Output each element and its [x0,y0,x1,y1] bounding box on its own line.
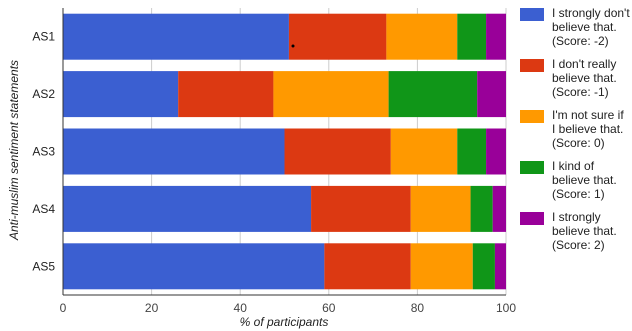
y-tick-label: AS3 [32,145,55,159]
bar-segment [63,186,311,232]
bar-segment [63,14,289,60]
x-tick-label: 40 [234,301,248,315]
legend-item: I kind of believe that. (Score: 1) [520,159,632,201]
x-tick-labels: 0 20 40 60 80 100 [60,301,517,315]
bar-segment [493,186,506,232]
legend-item: I'm not sure if I believe that. (Score: … [520,108,632,150]
bar-segment [471,186,493,232]
legend-label: I kind of believe that. (Score: 1) [552,159,617,201]
x-tick-label: 60 [322,301,336,315]
legend-swatch [520,8,544,21]
legend: I strongly don't believe that. (Score: -… [520,6,632,261]
bar-segment [178,71,273,117]
bar-segment [495,243,506,289]
legend-swatch [520,110,544,123]
bar-segment [477,71,506,117]
bar-segment [411,186,471,232]
bar-segment [273,71,388,117]
y-tick-label: AS4 [32,202,55,216]
x-axis-label: % of participants [240,315,329,329]
legend-item: I strongly don't believe that. (Score: -… [520,6,632,48]
stacked-bar-chart: AS1 AS2 AS3 AS4 AS5 0 20 40 60 80 100 % of partic… [0,0,520,331]
x-tick-label: 80 [411,301,425,315]
bar-segment [389,71,478,117]
bar-segment [391,129,457,175]
legend-swatch [520,59,544,72]
bar-segment [311,186,411,232]
legend-item: I strongly believe that. (Score: 2) [520,210,632,252]
legend-label: I'm not sure if I believe that. (Score: … [552,108,624,150]
x-tick-label: 100 [496,301,516,315]
bar-segment [63,71,178,117]
y-tick-labels: AS1 AS2 AS3 AS4 AS5 [32,30,55,274]
bar-segment [324,243,410,289]
bar-segment [411,243,473,289]
legend-swatch [520,161,544,174]
bar-segment [486,129,506,175]
legend-label: I don't really believe that. (Score: -1) [552,57,617,99]
legend-label: I strongly don't believe that. (Score: -… [552,6,630,48]
bar-segment [386,14,457,60]
marker-dot [292,45,295,48]
bar-segment [289,14,386,60]
bar-segment [457,129,486,175]
bar-segment [285,129,391,175]
bar-segment [473,243,495,289]
bar-segment [63,129,285,175]
bars [63,14,506,290]
y-tick-label: AS1 [32,30,55,44]
bar-segment [457,14,486,60]
legend-item: I don't really believe that. (Score: -1) [520,57,632,99]
y-tick-label: AS2 [32,87,55,101]
y-axis-label: Anti-muslim sentiment statements [7,60,21,241]
legend-label: I strongly believe that. (Score: 2) [552,210,617,252]
bar-segment [63,243,324,289]
legend-swatch [520,212,544,225]
x-tick-label: 20 [145,301,159,315]
bar-segment [486,14,506,60]
x-tick-label: 0 [60,301,67,315]
y-tick-label: AS5 [32,259,55,273]
